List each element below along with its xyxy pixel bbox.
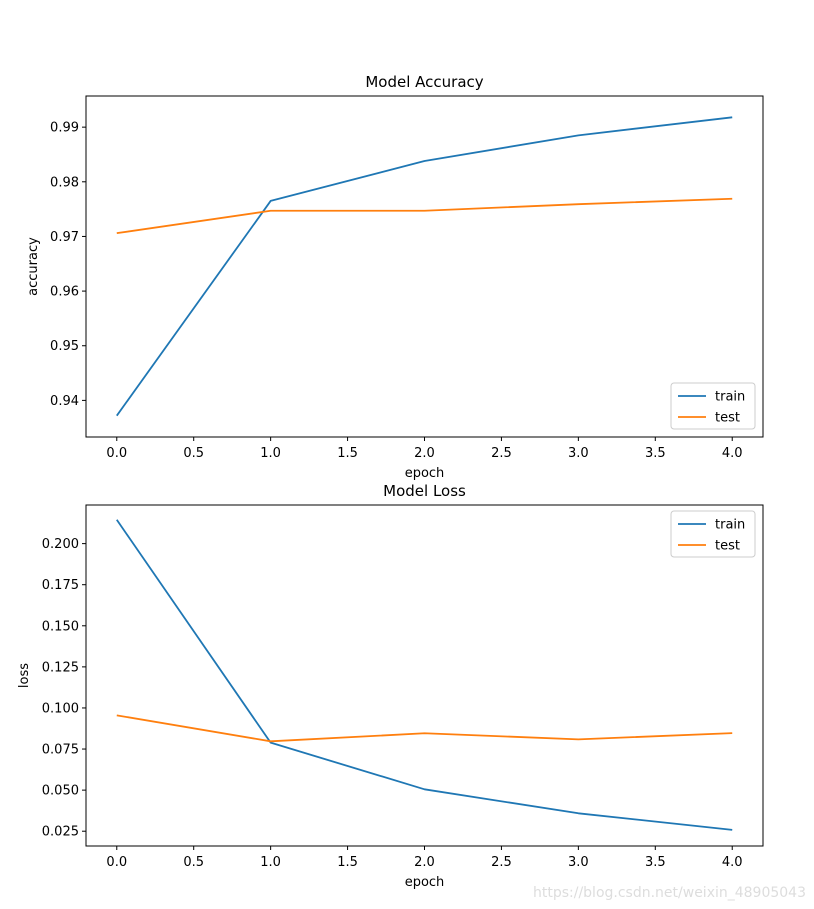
loss-x-tick-label: 1.5 (337, 855, 358, 870)
accuracy-x-tick-label: 0.5 (183, 446, 204, 461)
loss-x-tick-label: 2.0 (414, 855, 435, 870)
accuracy-series-train-line (116, 116, 733, 417)
loss-series-test-line (116, 714, 733, 743)
accuracy-y-tick-label: 0.96 (50, 285, 79, 300)
loss-x-tick-label: 3.0 (568, 855, 589, 870)
loss-x-tick-label: 2.5 (491, 855, 512, 870)
accuracy-y-tick-label: 0.94 (50, 394, 79, 409)
accuracy-chart-title: Model Accuracy (365, 73, 483, 91)
loss-x-tick-label: 0.0 (106, 855, 127, 870)
accuracy-x-tick-label: 2.0 (414, 446, 435, 461)
accuracy-y-tick-label: 0.99 (50, 121, 79, 136)
loss-legend-test-label: test (715, 539, 740, 554)
accuracy-x-tick-label: 1.0 (260, 446, 281, 461)
loss-y-tick-label: 0.125 (42, 660, 79, 675)
loss-y-tick-label: 0.175 (42, 578, 79, 593)
accuracy-x-tick-label: 1.5 (337, 446, 358, 461)
accuracy-x-tick-label: 2.5 (491, 446, 512, 461)
accuracy-y-tick-label: 0.95 (50, 339, 79, 354)
accuracy-x-tick-label: 3.5 (645, 446, 666, 461)
accuracy-x-tick-label: 4.0 (722, 446, 743, 461)
loss-y-tick-label: 0.200 (42, 537, 79, 552)
loss-y-axis-label: loss (17, 663, 32, 688)
accuracy-legend-train-label: train (715, 390, 745, 405)
loss-y-tick-label: 0.075 (42, 743, 79, 758)
accuracy-x-tick-label: 3.0 (568, 446, 589, 461)
loss-y-tick-label: 0.025 (42, 825, 79, 840)
accuracy-legend-test-label: test (715, 411, 740, 426)
loss-x-tick-label: 3.5 (645, 855, 666, 870)
loss-chart: Model Loss 0.0 0.5 1.0 1.5 2.0 2.5 3.0 3.5 4.0 0.0… (17, 482, 764, 890)
loss-series-train-line (116, 519, 733, 831)
loss-x-tick-label: 1.0 (260, 855, 281, 870)
accuracy-plot-frame (85, 95, 764, 438)
accuracy-x-axis-label: epoch (405, 466, 445, 481)
loss-x-tick-label: 4.0 (722, 855, 743, 870)
loss-x-axis-label: epoch (405, 875, 445, 890)
loss-x-tick-label: 0.5 (183, 855, 204, 870)
loss-y-tick-label: 0.100 (42, 701, 79, 716)
loss-legend-train-label: train (715, 518, 745, 533)
loss-y-tick-label: 0.150 (42, 619, 79, 634)
accuracy-y-axis-label: accuracy (26, 237, 41, 296)
loss-plot-frame (85, 504, 764, 847)
watermark: https://blog.csdn.net/weixin_48905043 (532, 885, 806, 901)
loss-y-tick-label: 0.050 (42, 784, 79, 799)
accuracy-x-tick-label: 0.0 (106, 446, 127, 461)
accuracy-chart: Model Accuracy 0.0 0.5 1.0 1.5 2.0 2.5 3.0 3.5 4.… (26, 73, 764, 481)
loss-chart-title: Model Loss (383, 482, 466, 500)
accuracy-y-tick-label: 0.97 (50, 230, 79, 245)
accuracy-series-test-line (116, 197, 733, 235)
accuracy-y-tick-label: 0.98 (50, 175, 79, 190)
